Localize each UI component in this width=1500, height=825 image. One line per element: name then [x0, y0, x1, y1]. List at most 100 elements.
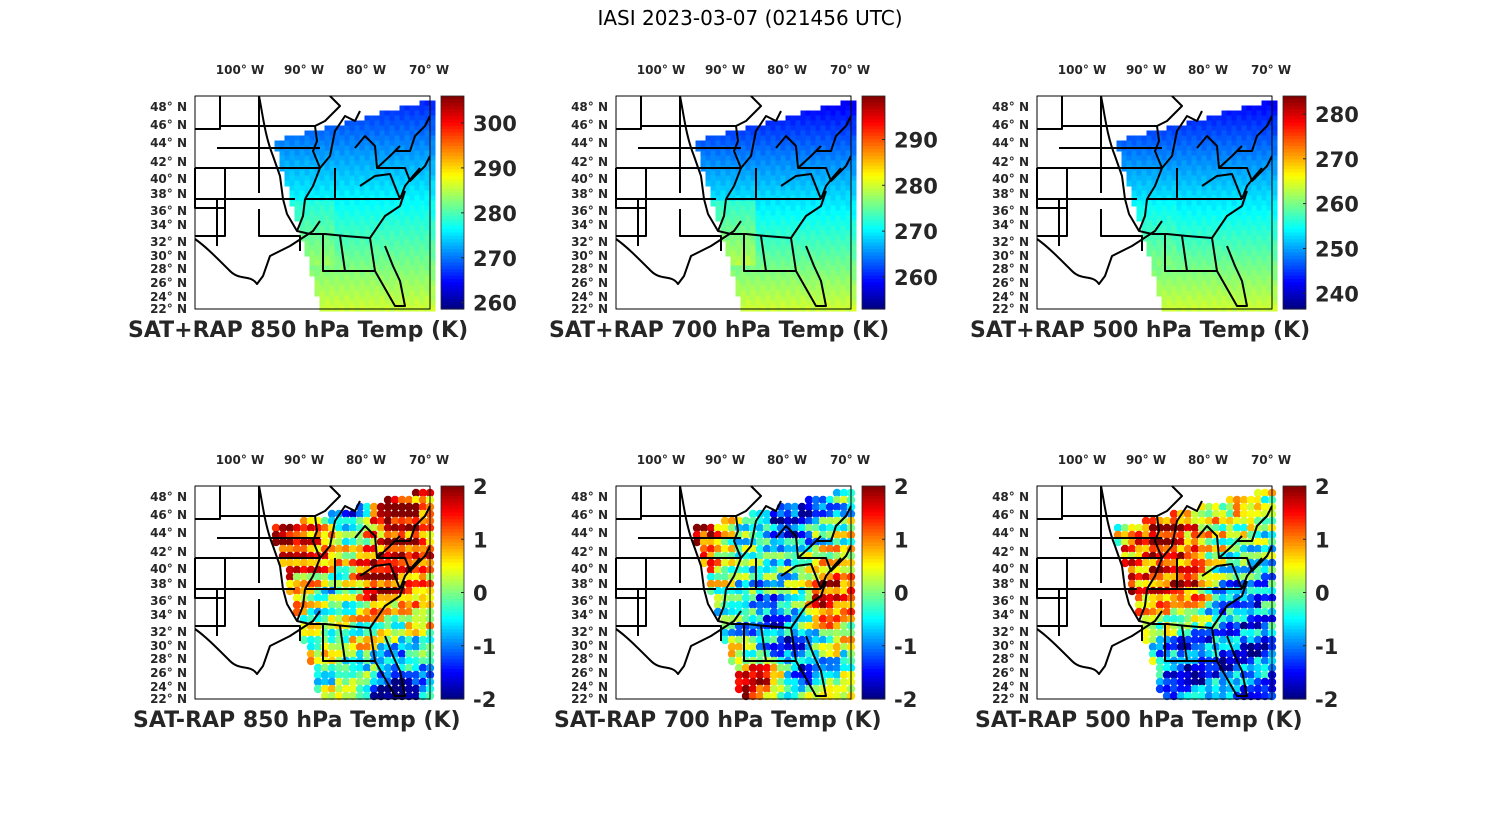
data-cell — [1186, 280, 1193, 287]
data-cell — [1211, 260, 1218, 267]
data-point — [839, 607, 849, 617]
data-cell — [800, 130, 807, 137]
data-cell — [1256, 215, 1263, 222]
data-point — [411, 495, 421, 505]
data-cell — [845, 220, 852, 227]
lat-tick-label: 28° N — [150, 652, 187, 666]
data-point — [418, 642, 428, 652]
data-cell — [760, 215, 767, 222]
data-cell — [359, 140, 366, 147]
data-point — [397, 502, 407, 512]
data-point — [818, 600, 828, 610]
data-cell — [750, 250, 757, 257]
state-border — [354, 135, 401, 169]
data-cell — [364, 150, 371, 157]
colorbar-segment — [862, 535, 885, 540]
colorbar-segment — [1283, 96, 1306, 100]
data-cell — [399, 220, 406, 227]
data-cell — [424, 240, 431, 247]
colorbar-segment — [441, 215, 464, 220]
data-cell — [349, 150, 356, 157]
data-point — [306, 649, 316, 659]
data-cell — [1196, 245, 1203, 252]
data-cell — [409, 190, 416, 197]
data-cell — [1171, 150, 1178, 157]
data-cell — [379, 265, 386, 272]
data-cell — [830, 235, 837, 242]
data-cell — [845, 195, 852, 202]
data-cell — [404, 120, 411, 127]
data-cell — [1271, 120, 1278, 127]
data-point — [334, 558, 344, 568]
colorbar-segment — [1283, 305, 1306, 310]
data-cell — [785, 220, 792, 227]
data-cell — [850, 280, 857, 287]
data-cell — [1226, 230, 1233, 237]
data-cell — [715, 150, 722, 157]
data-cell — [780, 215, 787, 222]
data-cell — [735, 200, 742, 207]
colorbar-segment — [1283, 129, 1306, 134]
data-cell — [354, 175, 361, 182]
map-frame — [615, 485, 852, 700]
data-cell — [725, 170, 732, 177]
data-cell — [845, 210, 852, 217]
data-cell — [775, 265, 782, 272]
lon-tick-label: 90° W — [1126, 63, 1166, 77]
data-cell — [800, 145, 807, 152]
data-cell — [1256, 140, 1263, 147]
data-cell — [284, 160, 291, 167]
data-point — [748, 600, 758, 610]
data-cell — [374, 205, 381, 212]
data-point — [418, 670, 428, 680]
data-cell — [1211, 135, 1218, 142]
data-cell — [1236, 150, 1243, 157]
data-cell — [770, 255, 777, 262]
data-point — [334, 530, 344, 540]
data-point — [376, 523, 386, 533]
data-cell — [1271, 105, 1278, 112]
data-cell — [429, 100, 436, 107]
data-cell — [1196, 300, 1203, 307]
data-cell — [1196, 120, 1203, 127]
data-cell — [795, 155, 802, 162]
data-point — [818, 649, 828, 659]
data-cell — [780, 140, 787, 147]
data-cell — [820, 150, 827, 157]
data-cell — [1196, 145, 1203, 152]
data-point — [1183, 523, 1193, 533]
data-cell — [1181, 185, 1188, 192]
data-cell — [344, 185, 351, 192]
data-cell — [379, 245, 386, 252]
data-cell — [845, 190, 852, 197]
data-cell — [1226, 110, 1233, 117]
data-cell — [735, 215, 742, 222]
data-cell — [1151, 140, 1158, 147]
data-cell — [770, 190, 777, 197]
data-cell — [409, 215, 416, 222]
data-point — [1120, 523, 1130, 533]
data-cell — [1211, 125, 1218, 132]
data-point — [376, 593, 386, 603]
data-cell — [419, 140, 426, 147]
data-cell — [750, 300, 757, 307]
data-cell — [1206, 240, 1213, 247]
data-cell — [1156, 225, 1163, 232]
data-cell — [354, 240, 361, 247]
data-cell — [1131, 180, 1138, 187]
data-cell — [800, 220, 807, 227]
data-cell — [1256, 225, 1263, 232]
data-cell — [344, 165, 351, 172]
data-point — [832, 600, 842, 610]
data-cell — [324, 260, 331, 267]
data-cell — [805, 150, 812, 157]
data-cell — [845, 270, 852, 277]
data-point — [362, 579, 372, 589]
data-point — [804, 649, 814, 659]
data-point — [1176, 530, 1186, 540]
data-cell — [1261, 190, 1268, 197]
state-border — [395, 505, 431, 542]
colorbar-segment — [1283, 152, 1306, 157]
data-point — [1246, 509, 1256, 519]
data-cell — [1201, 285, 1208, 292]
